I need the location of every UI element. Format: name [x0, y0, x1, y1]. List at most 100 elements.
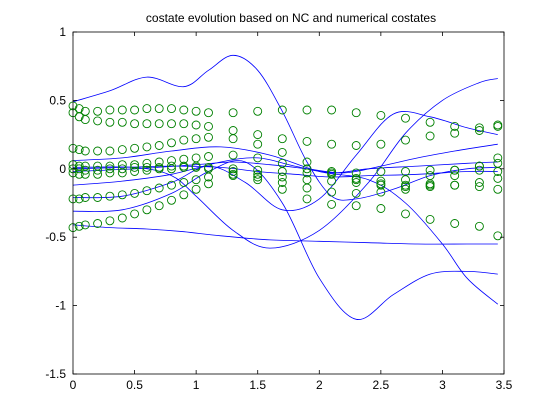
x-tick-label: 0.5: [126, 378, 143, 392]
nc-line-5: [73, 224, 498, 245]
numerical-marker-8-6: [117, 213, 127, 223]
numerical-marker-6-11: [179, 162, 189, 172]
numerical-marker-1-14: [228, 108, 238, 118]
numerical-marker-3-10: [167, 138, 176, 148]
numerical-marker-5-17: [302, 168, 312, 178]
numerical-marker-8-15: [253, 175, 263, 185]
numerical-marker-2-6: [117, 117, 127, 127]
numerical-marker-6-5: [105, 168, 115, 178]
numerical-marker-6-12: [191, 162, 201, 172]
numerical-marker-2-9: [154, 119, 164, 129]
numerical-marker-7-20: [376, 187, 386, 197]
numerical-marker-2-2: [74, 112, 84, 122]
numerical-marker-2-12: [191, 120, 201, 130]
numerical-marker-6-4: [93, 169, 103, 179]
numerical-marker-7-12: [191, 175, 201, 185]
nc-line-1: [73, 54, 498, 201]
numerical-marker-5-15: [253, 165, 263, 175]
numerical-marker-5-14: [228, 164, 238, 174]
numerical-marker-7-15: [253, 172, 263, 182]
x-tick-label: 2: [316, 378, 323, 392]
numerical-marker-2-19: [351, 141, 361, 150]
numerical-marker-1-6: [117, 105, 127, 115]
numerical-marker-4-8: [142, 158, 152, 168]
numerical-marker-8-5: [105, 216, 115, 226]
x-tick-label: 2.5: [373, 378, 390, 392]
numerical-marker-7-22: [425, 182, 435, 192]
numerical-marker-2-7: [130, 119, 140, 129]
numerical-marker-2-18: [327, 139, 337, 149]
numerical-marker-1-12: [191, 106, 201, 116]
numerical-marker-3-9: [154, 141, 164, 150]
numerical-marker-1-8: [142, 104, 152, 114]
numerical-marker-7-3: [80, 193, 90, 202]
numerical-marker-6-2: [74, 169, 84, 179]
numerical-marker-3-16: [277, 147, 287, 157]
numerical-marker-1-5: [105, 105, 115, 115]
numerical-marker-1-13: [204, 108, 213, 118]
numerical-marker-5-5: [105, 164, 115, 174]
numerical-marker-7-18: [327, 187, 337, 197]
nc-line-7: [73, 157, 498, 186]
numerical-marker-5-3: [80, 165, 90, 175]
numerical-marker-6-8: [142, 165, 152, 175]
numerical-marker-7-19: [351, 188, 361, 198]
numerical-marker-7-8: [142, 186, 152, 196]
numerical-marker-1-18: [327, 105, 337, 115]
numerical-marker-8-23: [450, 219, 460, 228]
numerical-marker-6-19: [351, 178, 361, 187]
numerical-marker-7-2: [74, 194, 84, 204]
numerical-marker-3-14: [228, 134, 238, 144]
numerical-marker-5-20: [376, 167, 386, 176]
numerical-marker-3-23: [450, 171, 460, 181]
numerical-marker-8-20: [376, 204, 386, 213]
numerical-marker-5-21: [401, 167, 410, 176]
numerical-marker-7-24: [474, 182, 484, 192]
numerical-marker-6-6: [117, 168, 127, 178]
x-tick-label: 1.5: [249, 378, 266, 392]
numerical-marker-3-13: [204, 132, 213, 142]
numerical-marker-1-19: [351, 108, 361, 118]
numerical-marker-5-7: [130, 162, 140, 172]
numerical-marker-2-10: [167, 119, 176, 129]
numerical-marker-6-16: [277, 172, 287, 182]
numerical-marker-4-20: [376, 176, 386, 186]
y-tick-label: 0: [59, 162, 66, 176]
numerical-marker-2-22: [425, 131, 435, 141]
numerical-marker-3-3: [80, 146, 90, 156]
numerical-marker-8-8: [142, 205, 152, 215]
numerical-markers-group: [68, 101, 503, 241]
numerical-marker-8-19: [351, 201, 361, 211]
numerical-marker-3-12: [191, 134, 201, 144]
numerical-marker-1-24: [474, 123, 484, 133]
numerical-marker-6-24: [474, 178, 484, 187]
numerical-marker-3-2: [74, 145, 84, 155]
numerical-marker-1-15: [253, 106, 263, 116]
numerical-marker-7-11: [179, 178, 189, 187]
numerical-marker-8-17: [302, 194, 312, 204]
x-tick-label: 3: [439, 378, 446, 392]
numerical-marker-2-3: [80, 115, 90, 125]
numerical-marker-8-24: [474, 221, 484, 231]
numerical-marker-7-10: [167, 180, 176, 190]
numerical-marker-1-20: [376, 110, 386, 120]
numerical-marker-3-5: [105, 146, 115, 156]
numerical-marker-2-16: [277, 134, 287, 144]
numerical-marker-5-8: [142, 162, 152, 172]
numerical-marker-4-13: [204, 152, 213, 161]
numerical-marker-1-4: [93, 106, 103, 116]
numerical-marker-1-23: [450, 121, 460, 131]
numerical-marker-8-3: [80, 220, 90, 230]
numerical-marker-8-11: [179, 190, 189, 200]
numerical-marker-4-24: [474, 161, 484, 171]
numerical-marker-2-23: [450, 128, 460, 138]
numerical-marker-1-17: [302, 105, 312, 115]
numerical-marker-3-15: [253, 139, 263, 149]
numerical-marker-5-4: [93, 165, 103, 175]
numerical-marker-5-25: [493, 167, 503, 176]
y-tick-label: -0.5: [45, 230, 66, 244]
numerical-marker-2-5: [105, 117, 115, 127]
numerical-marker-1-21: [401, 113, 410, 123]
numerical-marker-8-18: [327, 199, 337, 209]
numerical-marker-8-22: [425, 214, 435, 224]
